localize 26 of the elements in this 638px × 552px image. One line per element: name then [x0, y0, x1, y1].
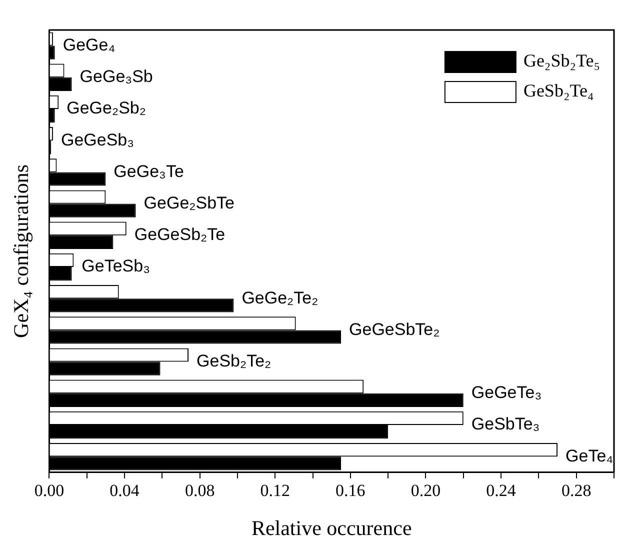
y-tick-label: GeGeSb₂Te: [134, 225, 226, 244]
y-tick-label: GeGe₂SbTe: [144, 193, 235, 212]
x-tick-label: 0.12: [260, 481, 290, 500]
y-tick-label: GeSbTe₃: [471, 414, 540, 434]
x-tick-label: 0.28: [561, 481, 592, 500]
y-tick-label: GeGe₃Sb: [80, 67, 153, 86]
x-tick-label: 0.04: [110, 481, 140, 500]
x-tick-label: 0.24: [486, 481, 516, 500]
legend-label: GeSb₂Te₄: [523, 80, 594, 101]
y-tick-label: GeGe₂Sb₂: [66, 98, 146, 118]
x-tick-label: 0.20: [410, 481, 441, 500]
y-axis-title: GeX₄ configurations: [9, 164, 34, 338]
y-tick-label: GeGeTe₃: [471, 383, 542, 402]
y-tick-label: GeTe₄: [566, 446, 614, 466]
y-tick-label: GeGeSb₃: [60, 130, 134, 150]
x-axis-title: Relative occurence: [251, 516, 412, 540]
y-tick-label: GeGe₃Te: [114, 162, 184, 181]
y-tick-label: GeTeSb₃: [82, 256, 150, 276]
legend-label: Ge₂Sb₂Te₅: [523, 50, 600, 71]
y-tick-label: GeSb₂Te₂: [196, 351, 272, 370]
x-tick-label: 0.08: [184, 481, 215, 500]
x-tick-label: 0.16: [336, 481, 366, 500]
y-tick-label: GeGe₂Te₂: [242, 288, 318, 308]
y-tick-label: GeGe₄: [62, 35, 116, 54]
x-tick-label: 0.00: [34, 481, 64, 500]
y-tick-label: GeGeSbTe₂: [349, 320, 440, 339]
